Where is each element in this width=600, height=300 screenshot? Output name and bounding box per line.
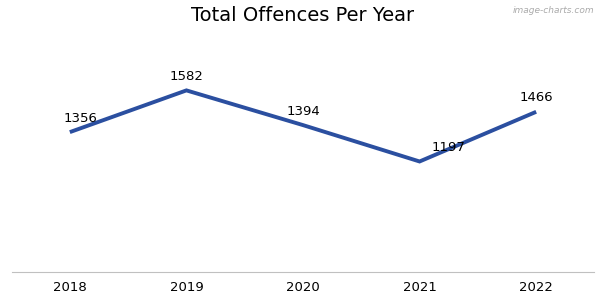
Text: 1394: 1394 (286, 105, 320, 118)
Text: 1466: 1466 (520, 92, 553, 104)
Text: 1582: 1582 (169, 70, 203, 83)
Text: image-charts.com: image-charts.com (512, 6, 594, 15)
Text: 1197: 1197 (431, 141, 465, 154)
Title: Total Offences Per Year: Total Offences Per Year (191, 6, 415, 25)
Text: 1356: 1356 (64, 112, 98, 125)
